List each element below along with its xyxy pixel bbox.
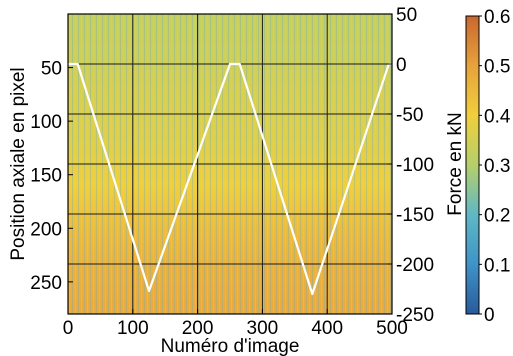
colorbar-tick-label: 0.6 — [484, 7, 510, 28]
left-y-axis-title: Position axiale en pixel — [8, 67, 29, 260]
left-y-tick-label: 200 — [30, 219, 62, 240]
colorbar: 0.6 0.5 0.4 0.3 0.2 0.1 0 — [465, 7, 511, 326]
x-tick-label: 0 — [63, 318, 74, 339]
colorbar-tick-label: 0.3 — [484, 156, 510, 177]
right-y-tick-label: 0 — [396, 55, 407, 76]
right-y-tick-label: 50 — [396, 5, 417, 26]
left-y-tick-label: 150 — [30, 166, 62, 187]
colorbar-tick-label: 0 — [484, 305, 495, 326]
colorbar-fill — [465, 15, 480, 315]
x-axis-title: Numéro d'image — [161, 336, 300, 356]
x-tick-label: 200 — [182, 318, 214, 339]
left-y-tick-label: 250 — [30, 273, 62, 294]
x-tick-label: 100 — [117, 318, 149, 339]
left-y-tick-label: 50 — [41, 59, 62, 80]
right-y-tick-label: -50 — [396, 105, 423, 126]
colorbar-tick-label: 0.2 — [484, 206, 510, 227]
x-axis-ticks: 0 100 200 300 400 500 — [63, 309, 408, 339]
right-y-tick-label: -200 — [396, 255, 434, 276]
x-tick-label: 300 — [247, 318, 279, 339]
right-y-axis-ticks: 50 0 -50 -100 -150 -200 -250 — [387, 5, 434, 326]
right-y-tick-label: -250 — [396, 305, 434, 326]
x-tick-label: 500 — [376, 318, 408, 339]
colorbar-tick-label: 0.4 — [484, 106, 511, 127]
right-y-tick-label: -150 — [396, 205, 434, 226]
right-y-tick-label: -100 — [396, 155, 434, 176]
colorbar-ticks: 0.6 0.5 0.4 0.3 0.2 0.1 0 — [479, 7, 511, 326]
left-y-axis-ticks: 50 100 150 200 250 — [30, 59, 73, 294]
left-y-tick-label: 100 — [30, 112, 62, 133]
x-tick-label: 400 — [311, 318, 343, 339]
right-y-axis-title: Force en kN — [445, 112, 466, 215]
force-series-line — [68, 62, 392, 296]
colorbar-tick-label: 0.5 — [484, 57, 510, 78]
colorbar-tick-label: 0.1 — [484, 255, 510, 276]
